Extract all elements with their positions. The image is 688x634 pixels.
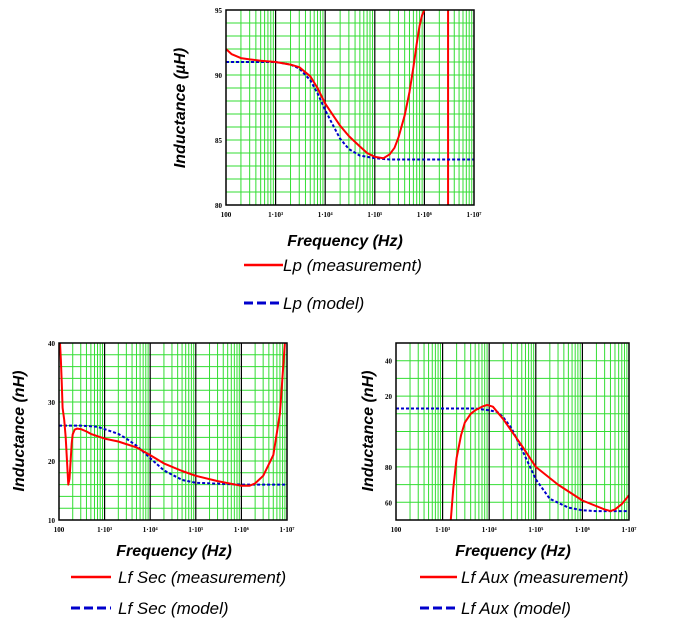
plot-area-lf-sec (59, 343, 287, 520)
y-tick-label: 30 (48, 399, 56, 407)
grid-lp (226, 10, 474, 205)
x-tick-label: 1·10⁴ (143, 526, 159, 534)
x-axis-label-lf-aux: Frequency (Hz) (455, 543, 571, 560)
legend-label: Lp (measurement) (283, 256, 422, 275)
x-tick-label: 100 (54, 526, 65, 534)
x-tick-label: 1·10⁶ (575, 526, 590, 534)
chart-lf-sec: 100 1·10³ 1·10⁴ 1·10⁵ 1·10⁶ 1·10⁷ 10 20 30 40 Fre… (11, 340, 294, 618)
series-group-lp (226, 10, 474, 205)
chart-lp: 100 1·10³ 1·10⁴ 1·10⁵ 1·10⁶ 1·10⁷ 80 85 90 95 Fre… (172, 7, 481, 313)
x-tick-label: 1·10⁴ (318, 211, 334, 219)
x-tick-label: 1·10⁵ (367, 211, 382, 219)
grid-lf-sec (59, 343, 287, 520)
series-line-model (59, 424, 287, 486)
y-tick-label: 20 (385, 393, 393, 401)
legend-label: Lf Sec (model) (118, 599, 229, 618)
y-tick-label: 40 (48, 340, 56, 348)
x-tick-label: 100 (221, 211, 232, 219)
legend-label: Lf Aux (measurement) (461, 568, 629, 587)
ticks-lf-aux: 100 1·10³ 1·10⁴ 1·10⁵ 1·10⁶ 1·10⁷ 60 80 20 40 (385, 358, 636, 534)
y-tick-label: 10 (48, 517, 56, 525)
legend-label: Lp (model) (283, 294, 364, 313)
y-tick-label: 80 (385, 464, 393, 472)
legend-label: Lf Sec (measurement) (118, 568, 286, 587)
plot-frame-lp (225, 9, 475, 206)
series-group-lf-sec (59, 343, 287, 487)
chart-lf-aux: 100 1·10³ 1·10⁴ 1·10⁵ 1·10⁶ 1·10⁷ 60 80 20 40 Fre… (360, 342, 636, 618)
y-axis-label-lf-aux: Inductance (nH) (360, 371, 377, 492)
series-line-model (396, 407, 629, 513)
x-tick-label: 100 (391, 526, 402, 534)
x-tick-label: 1·10⁶ (234, 526, 249, 534)
x-tick-label: 1·10⁴ (482, 526, 498, 534)
x-tick-label: 1·10³ (97, 526, 112, 534)
x-tick-label: 1·10⁷ (622, 526, 637, 534)
x-axis-label-lp: Frequency (Hz) (287, 233, 403, 250)
y-axis-label-lp: Inductance (µH) (172, 48, 189, 168)
plot-frame-lf-sec (58, 342, 288, 521)
y-tick-label: 40 (385, 358, 393, 366)
x-tick-label: 1·10⁵ (528, 526, 543, 534)
x-axis-label-lf-sec: Frequency (Hz) (116, 543, 232, 560)
series-group-lf-aux (396, 403, 629, 520)
y-tick-label: 95 (215, 7, 223, 15)
y-tick-label: 85 (215, 137, 223, 145)
x-tick-label: 1·10⁷ (467, 211, 482, 219)
x-tick-label: 1·10⁵ (188, 526, 203, 534)
y-axis-label-lf-sec: Inductance (nH) (11, 371, 28, 492)
series-line-measurement (226, 10, 426, 160)
legend-lf-sec: Lf Sec (measurement) Lf Sec (model) (71, 568, 286, 618)
legend-lp: Lp (measurement) Lp (model) (244, 256, 422, 313)
ticks-lp: 100 1·10³ 1·10⁴ 1·10⁵ 1·10⁶ 1·10⁷ 80 85 90 95 (215, 7, 481, 219)
y-tick-label: 90 (215, 72, 223, 80)
plot-area-lp (226, 10, 474, 205)
legend-lf-aux: Lf Aux (measurement) Lf Aux (model) (420, 568, 629, 618)
plot-frame-lf-aux (395, 342, 630, 521)
ticks-lf-sec: 100 1·10³ 1·10⁴ 1·10⁵ 1·10⁶ 1·10⁷ 10 20 30 40 (48, 340, 294, 534)
y-tick-label: 20 (48, 458, 56, 466)
series-line-measurement (59, 343, 286, 487)
x-tick-label: 1·10³ (268, 211, 283, 219)
y-tick-label: 80 (215, 202, 223, 210)
legend-label: Lf Aux (model) (461, 599, 571, 618)
grid-lf-aux (396, 343, 629, 520)
x-tick-label: 1·10⁶ (417, 211, 432, 219)
x-tick-label: 1·10³ (435, 526, 450, 534)
x-tick-label: 1·10⁷ (280, 526, 295, 534)
y-tick-label: 60 (385, 499, 393, 507)
series-line-measurement (449, 403, 629, 520)
